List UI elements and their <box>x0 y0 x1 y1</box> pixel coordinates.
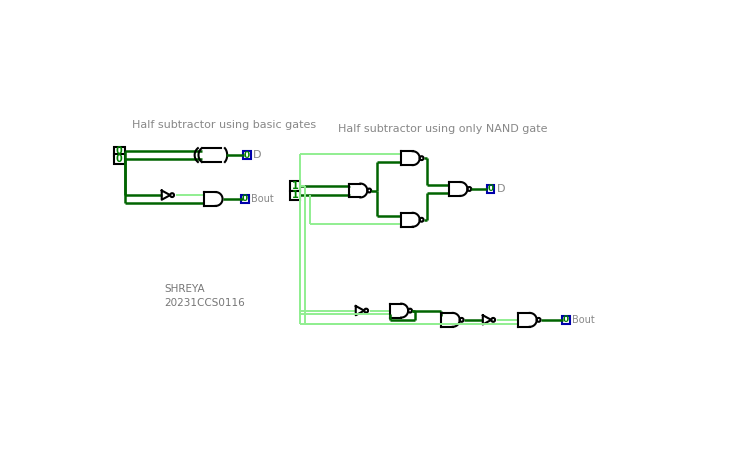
Text: 1: 1 <box>291 190 298 200</box>
Text: Bout: Bout <box>251 194 274 204</box>
Text: 0: 0 <box>116 146 123 156</box>
FancyBboxPatch shape <box>114 154 125 163</box>
Text: 0: 0 <box>488 185 494 194</box>
Text: D: D <box>254 150 262 160</box>
FancyBboxPatch shape <box>487 185 495 193</box>
Text: Half subtractor using only NAND gate: Half subtractor using only NAND gate <box>338 123 547 133</box>
Text: 1: 1 <box>291 181 298 191</box>
FancyBboxPatch shape <box>241 195 248 203</box>
Text: 0: 0 <box>563 316 569 325</box>
FancyBboxPatch shape <box>114 146 125 156</box>
Text: 0: 0 <box>242 195 248 203</box>
Text: D: D <box>497 184 505 194</box>
FancyBboxPatch shape <box>289 190 300 200</box>
Text: 0: 0 <box>116 154 123 164</box>
Text: Bout: Bout <box>572 315 595 325</box>
FancyBboxPatch shape <box>243 151 251 159</box>
FancyBboxPatch shape <box>289 181 300 190</box>
FancyBboxPatch shape <box>562 316 570 324</box>
Text: Half subtractor using basic gates: Half subtractor using basic gates <box>131 120 316 130</box>
Text: SHREYA
20231CCS0116: SHREYA 20231CCS0116 <box>164 284 245 309</box>
Text: 0: 0 <box>244 151 250 160</box>
